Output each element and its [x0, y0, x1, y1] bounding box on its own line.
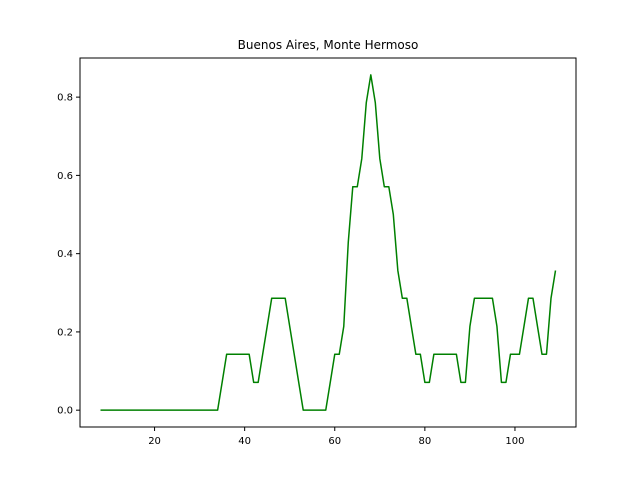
- y-tick-label-3: 0.6: [57, 171, 73, 182]
- axes-frame: [79, 57, 577, 428]
- series-line-0: [100, 74, 557, 411]
- x-tick-label-80: 80: [418, 436, 431, 447]
- chart-title: Buenos Aires, Monte Hermoso: [238, 38, 419, 52]
- y-tick-label-1: 0.2: [57, 327, 73, 338]
- x-tick-label-100: 100: [505, 436, 524, 447]
- x-tick-label-40: 40: [238, 436, 251, 447]
- y-tick-label-4: 0.8: [57, 93, 73, 104]
- x-tick-label-60: 60: [328, 436, 341, 447]
- y-tick-label-2: 0.4: [57, 249, 73, 260]
- y-tick-label-0: 0.0: [57, 406, 73, 417]
- plot-area: 20 40 60 80 100 0.0 0.2 0.4 0.6 0.8: [57, 57, 577, 447]
- x-tick-label-20: 20: [148, 436, 161, 447]
